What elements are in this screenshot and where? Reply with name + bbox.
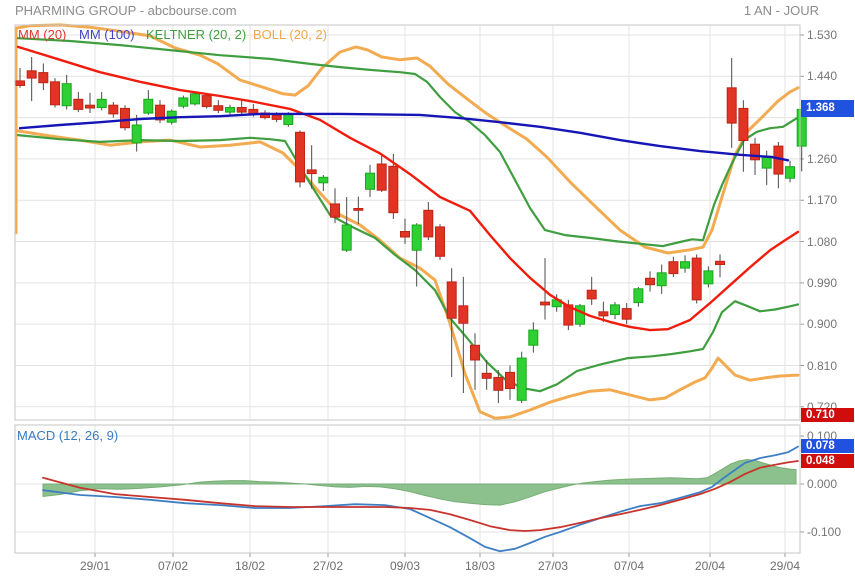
- candle-up: [656, 272, 667, 287]
- candle-up: [365, 172, 375, 190]
- candle-down: [85, 104, 95, 109]
- candle-up: [785, 166, 795, 179]
- macd-label: MACD (12, 26, 9): [17, 428, 119, 443]
- keltner-upper-line: [16, 37, 799, 248]
- candle-down: [213, 105, 224, 111]
- mm100-line: [18, 112, 790, 162]
- candle-down: [493, 376, 504, 391]
- candle-down: [38, 72, 49, 84]
- legend-mm100-label: MM (100): [79, 27, 135, 42]
- candle-down: [435, 226, 445, 257]
- candle-up: [61, 83, 72, 107]
- candle-up: [610, 304, 620, 315]
- candle-down: [271, 114, 282, 120]
- macd-signal-badge: 0.048: [801, 454, 854, 468]
- candle-up: [528, 329, 539, 346]
- macd-histogram: [42, 459, 797, 506]
- candle-up: [283, 113, 294, 126]
- candle-down: [15, 80, 25, 87]
- candle-down: [470, 344, 480, 361]
- candle-down: [400, 231, 410, 238]
- legend-boll-label: BOLL (20, 2): [253, 27, 327, 42]
- candle-down: [50, 81, 60, 106]
- candle-up: [143, 98, 154, 114]
- candle-down: [458, 305, 469, 324]
- candle-down: [586, 289, 597, 300]
- candle-down: [26, 70, 37, 79]
- candle-down: [738, 107, 749, 141]
- macd-signal-line: [42, 460, 799, 532]
- candle-down: [598, 311, 609, 317]
- candle-down: [388, 165, 399, 214]
- candle-up: [96, 98, 107, 109]
- candle-down: [481, 372, 492, 379]
- macd-value-badge: 0.078: [801, 439, 854, 453]
- candle-down: [108, 104, 119, 115]
- low-price-badge: 0.710: [801, 408, 854, 422]
- candle-down: [295, 131, 305, 183]
- candle-up: [703, 270, 714, 285]
- candle-down: [201, 95, 212, 108]
- candle-down: [353, 208, 364, 211]
- candle-up: [190, 93, 200, 105]
- last-price-badge: 1.368: [801, 100, 854, 117]
- candle-up: [225, 107, 235, 113]
- bollinger-upper-line: [14, 23, 800, 255]
- macd-panel-border: [14, 424, 801, 554]
- candle-up: [633, 288, 644, 304]
- candle-down: [715, 260, 725, 265]
- candle-up: [178, 97, 189, 107]
- candle-down: [621, 308, 632, 320]
- macd-line: [42, 445, 799, 553]
- candle-up: [575, 305, 585, 325]
- candle-down: [691, 257, 702, 301]
- candle-down: [423, 209, 434, 238]
- candle-down: [330, 203, 340, 218]
- candle-up: [318, 176, 329, 184]
- candle-up: [341, 224, 352, 251]
- legend-mm20-label: MM (20): [18, 27, 67, 42]
- candle-down: [668, 261, 679, 275]
- candle-up: [680, 261, 690, 269]
- page-title: PHARMING GROUP - abcbourse.com: [15, 3, 237, 18]
- candle-down: [726, 87, 737, 124]
- legend-keltner-label: KELTNER (20, 2): [146, 27, 247, 42]
- candle-down: [73, 98, 84, 110]
- candle-up: [131, 124, 142, 144]
- candle-up: [516, 357, 527, 401]
- candle-down: [306, 169, 317, 175]
- candle-down: [446, 281, 457, 319]
- candle-up: [411, 224, 422, 251]
- bollinger-lower-line: [16, 129, 800, 420]
- main-panel-border: [14, 24, 801, 421]
- candle-down: [750, 143, 760, 161]
- candle-down: [236, 107, 247, 113]
- candle-down: [120, 107, 130, 129]
- candle-down: [645, 277, 655, 286]
- candle-down: [540, 301, 550, 306]
- candle-down: [376, 163, 387, 191]
- timeframe-label: 1 AN - JOUR: [743, 3, 819, 18]
- candle-down: [155, 104, 165, 121]
- mm20-line: [16, 45, 800, 332]
- candle-down: [505, 371, 515, 389]
